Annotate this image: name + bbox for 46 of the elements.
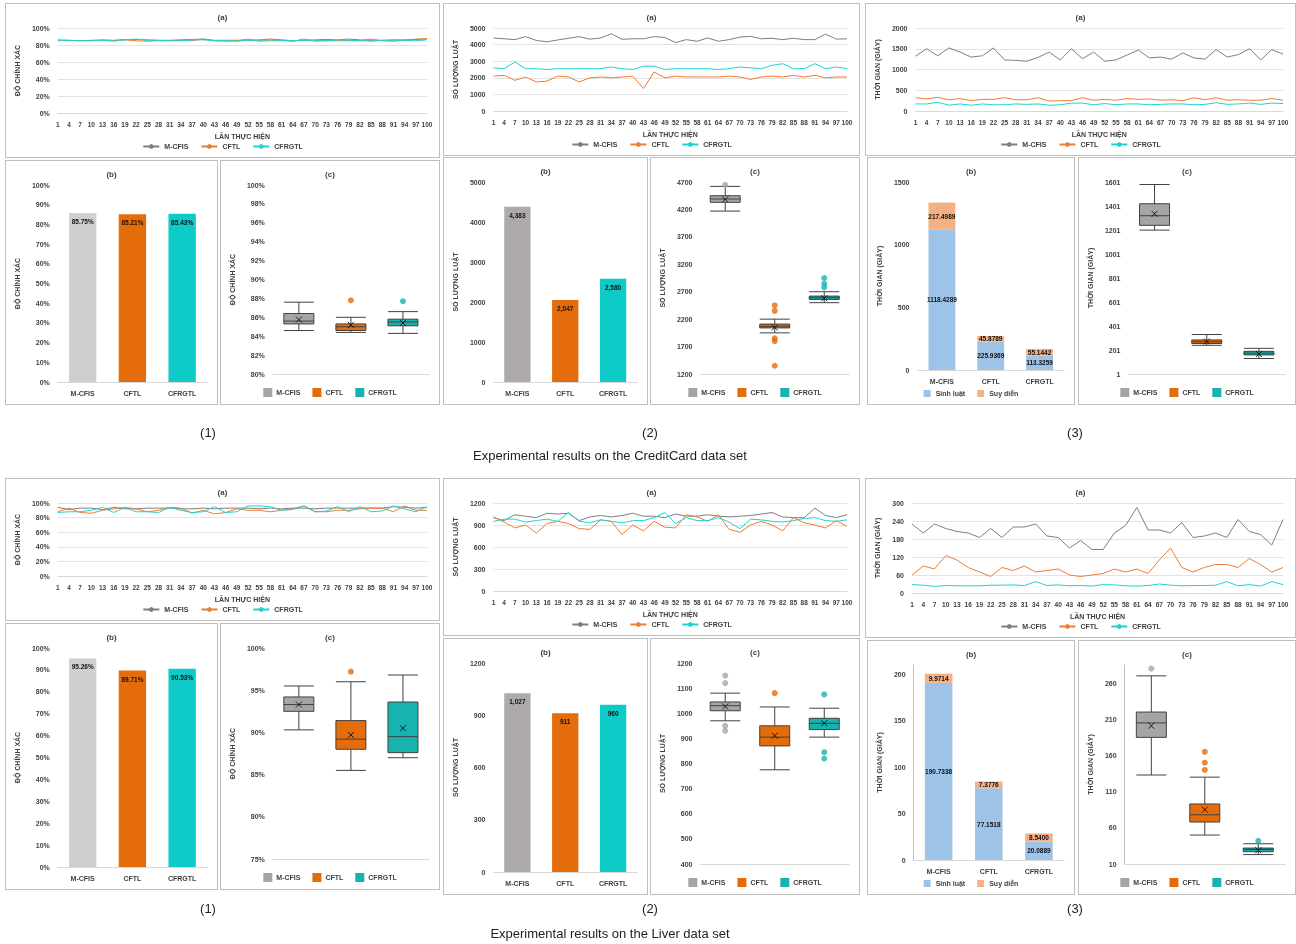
chart-title: (a)	[1075, 12, 1086, 22]
line-series	[911, 547, 1284, 577]
chart-title: (b)	[540, 166, 551, 176]
line-series	[492, 512, 848, 530]
bar	[168, 668, 196, 867]
bar	[504, 206, 531, 382]
chart-title: (b)	[106, 169, 117, 179]
bar	[975, 788, 1003, 860]
chart-title: (c)	[325, 169, 336, 179]
bar	[504, 693, 531, 872]
text: (2)	[642, 900, 658, 916]
chart-title: (c)	[325, 632, 336, 642]
chart-title: (c)	[750, 166, 761, 176]
line-series	[914, 47, 1284, 62]
chart-title: (b)	[965, 166, 977, 176]
chart-title: (a)	[646, 487, 657, 497]
text: Experimental results on the Liver data set	[490, 925, 730, 941]
chart-title: (b)	[106, 632, 117, 642]
bar	[552, 713, 579, 872]
bar	[599, 704, 627, 872]
chart-title: (b)	[540, 647, 551, 657]
bar	[924, 682, 953, 860]
chart-title: (c)	[750, 647, 761, 657]
text: (1)	[200, 424, 216, 440]
chart-title: (a)	[217, 487, 228, 497]
line-series	[492, 507, 848, 522]
line-series	[492, 71, 848, 90]
text: (3)	[1067, 900, 1083, 916]
bar	[928, 229, 956, 370]
chart-title: (a)	[646, 12, 657, 22]
text: Experimental results on the CreditCard data set	[473, 447, 747, 463]
text: (2)	[642, 424, 658, 440]
chart-title: (a)	[217, 12, 228, 22]
bar	[552, 300, 579, 382]
chart-title: (c)	[1182, 166, 1193, 176]
bar	[118, 670, 147, 867]
line-series	[911, 507, 1284, 550]
line-series	[492, 33, 848, 44]
chart-title: (a)	[1075, 487, 1086, 497]
line-series	[492, 61, 848, 70]
line-series	[492, 514, 848, 536]
text: (1)	[200, 900, 216, 916]
chart-title: (c)	[1182, 649, 1193, 659]
chart-title: (b)	[965, 649, 977, 659]
bar	[599, 278, 627, 382]
text: (3)	[1067, 424, 1083, 440]
